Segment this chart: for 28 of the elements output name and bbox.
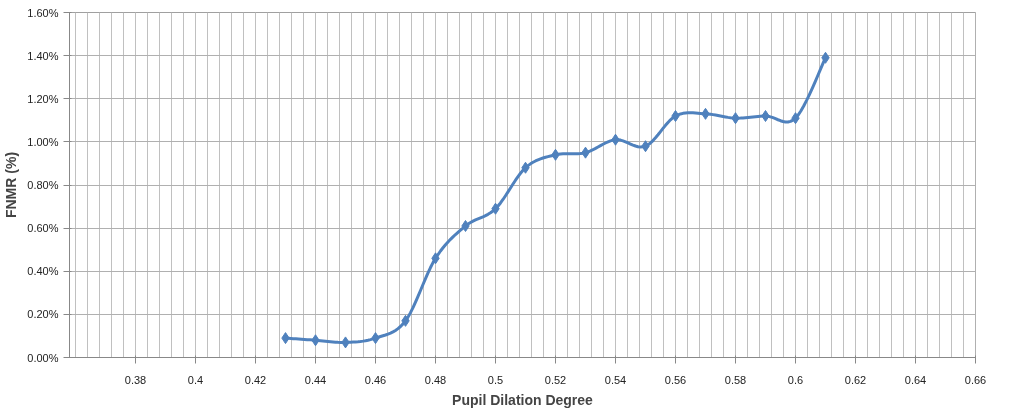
- x-tick-label: 0.52: [544, 373, 567, 386]
- point: [671, 110, 680, 122]
- x-tick-label: 0.58: [724, 373, 747, 386]
- y-tick-label: 0.00%: [27, 351, 59, 364]
- x-tick-label: 0.66: [964, 373, 987, 386]
- x-tick-label: 0.38: [124, 373, 147, 386]
- y-tick-label: 0.60%: [27, 222, 59, 235]
- y-tick-label: 1.20%: [27, 92, 59, 105]
- y-tick-label: 0.20%: [27, 308, 59, 321]
- y-tick-label: 0.80%: [27, 179, 59, 191]
- x-tick-label: 0.4: [187, 373, 204, 386]
- y-tick-label: 1.40%: [27, 49, 59, 62]
- point: [761, 110, 770, 122]
- x-tick-label: 0.5: [487, 373, 504, 386]
- x-tick-label: 0.42: [244, 373, 267, 386]
- y-tick-label: 1.00%: [27, 135, 59, 148]
- x-tick-label: 0.54: [604, 373, 627, 386]
- x-tick-label: 0.44: [304, 373, 327, 386]
- x-tick-label: 0.64: [904, 373, 927, 386]
- x-tick-label: 0.56: [664, 373, 687, 386]
- x-axis-title: Pupil Dilation Degree: [452, 391, 594, 408]
- x-tick-label: 0.62: [844, 373, 867, 386]
- y-axis-title: FNMR (%): [3, 151, 20, 219]
- x-tick-label: 0.6: [787, 373, 804, 386]
- x-tick-label: 0.48: [424, 373, 447, 386]
- y-tick-label: 0.40%: [27, 265, 59, 278]
- y-tick-label: 1.60%: [27, 6, 59, 19]
- x-tick-label: 0.46: [364, 373, 387, 386]
